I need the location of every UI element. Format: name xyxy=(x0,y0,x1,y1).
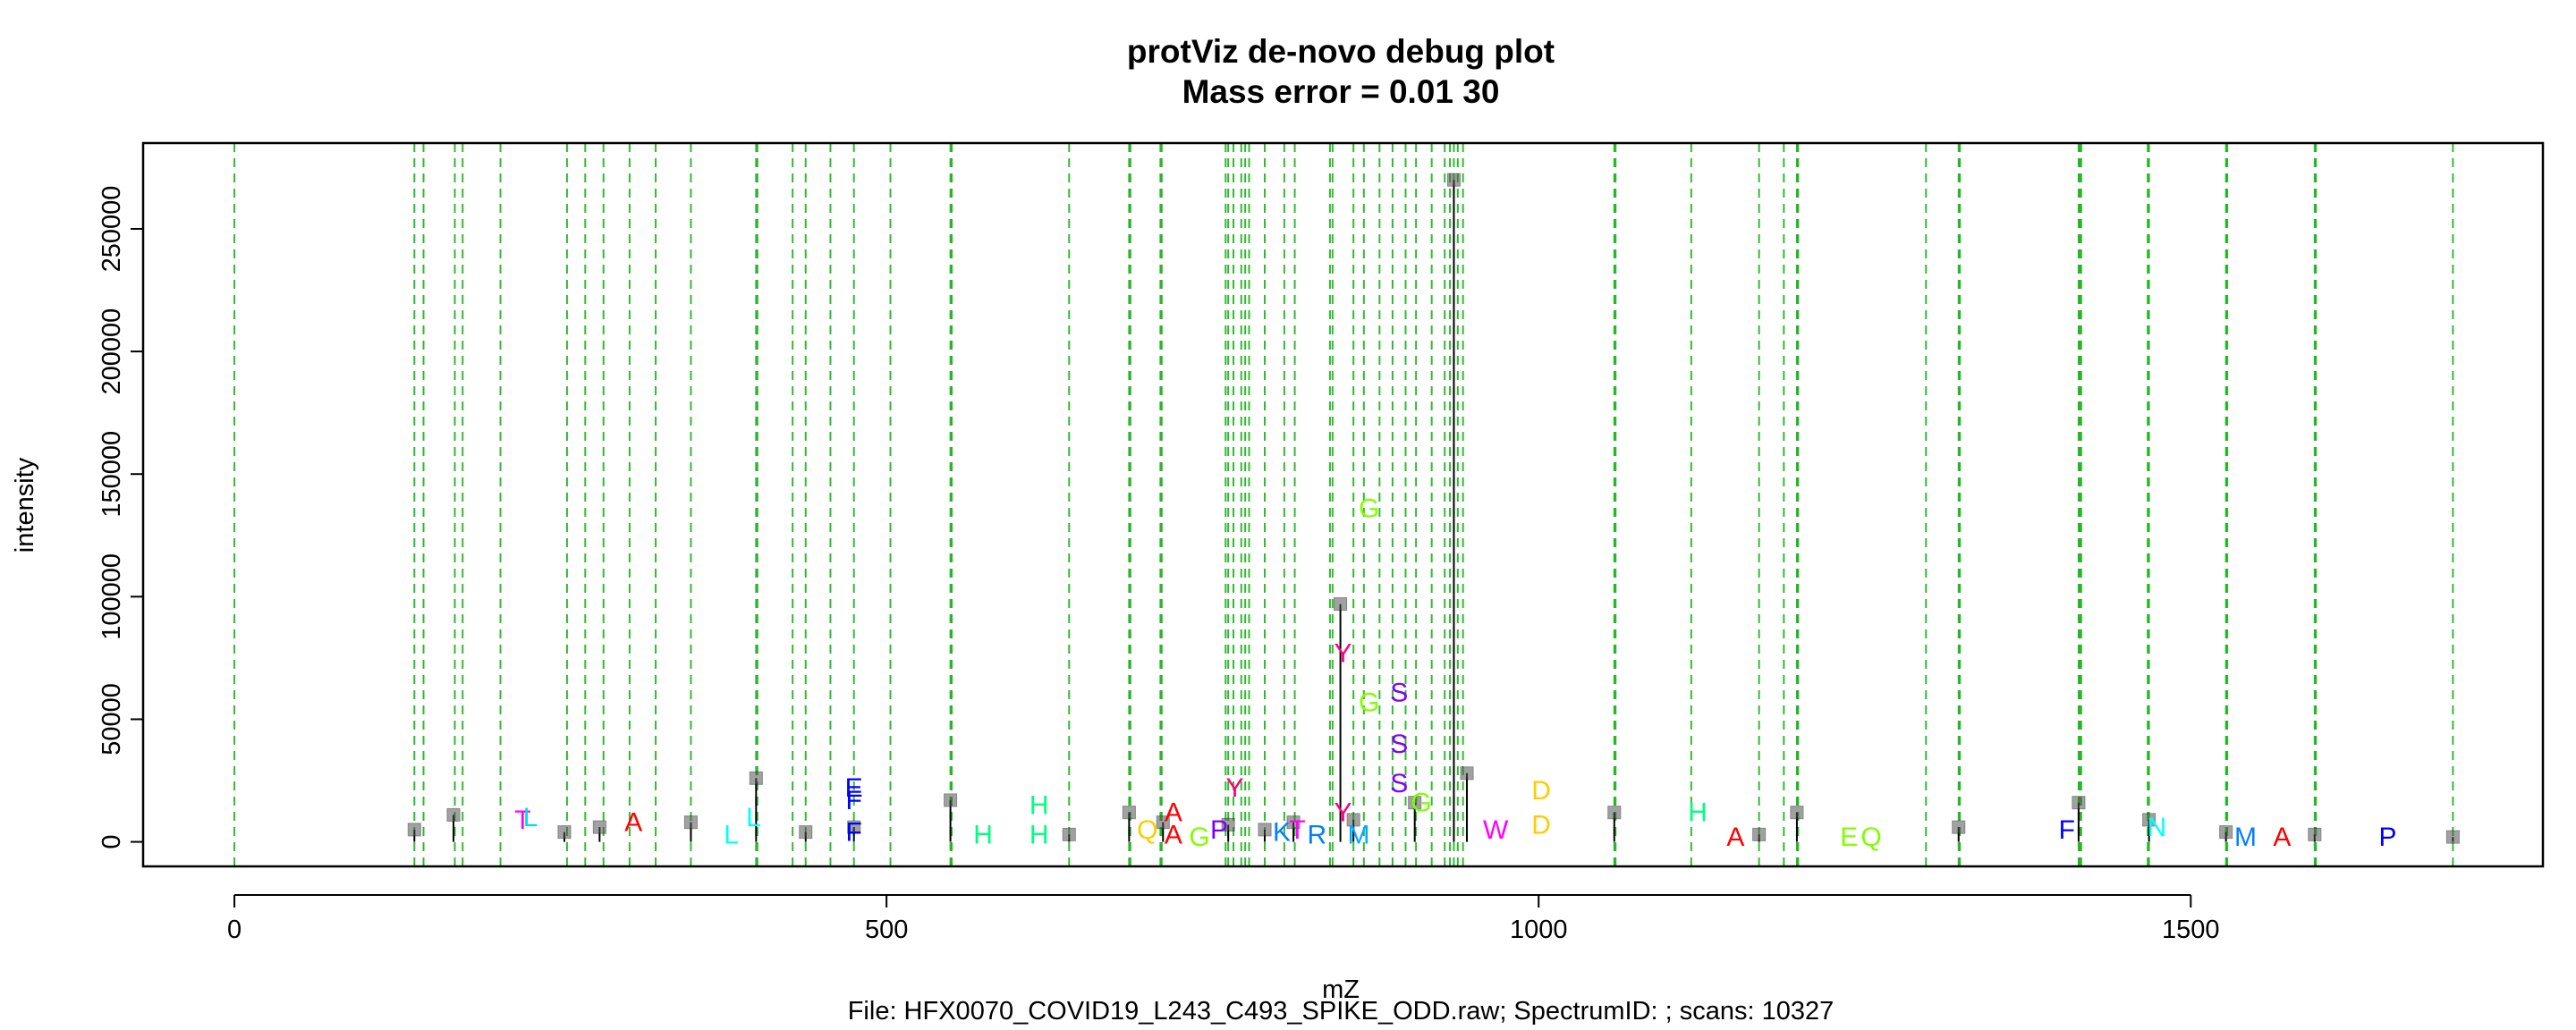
y-tick-label: 0 xyxy=(97,835,126,849)
peak-marker xyxy=(1221,817,1235,832)
peak-marker xyxy=(2445,830,2460,844)
peak-marker xyxy=(1122,806,1136,820)
ion-label: D xyxy=(1531,810,1551,840)
ion-label: L xyxy=(746,803,761,832)
ion-label: R xyxy=(1308,820,1327,849)
peak-marker xyxy=(1460,766,1474,781)
peak-marker xyxy=(1334,597,1348,612)
peak-marker xyxy=(1790,806,1804,820)
peak-marker xyxy=(592,820,606,834)
y-axis: 0 50000 100000 150000 200000 250000 xyxy=(97,186,144,849)
x-axis: 0 500 1000 1500 xyxy=(227,894,2220,944)
ion-label: H xyxy=(973,820,993,849)
y-tick-label: 50000 xyxy=(97,683,126,756)
ion-label: H xyxy=(1030,790,1049,820)
peak-marker xyxy=(1408,796,1422,810)
peak-marker xyxy=(683,815,698,830)
y-tick-label: 200000 xyxy=(97,308,126,395)
ion-label: G xyxy=(1411,789,1431,818)
peak-marker xyxy=(1286,815,1301,830)
ion-label: T xyxy=(514,806,530,835)
peak-marker xyxy=(2308,827,2322,841)
chart-title: protViz de-novo debug plot xyxy=(1127,33,1555,70)
ion-label: P xyxy=(2378,823,2396,852)
peak-marker xyxy=(944,793,958,807)
ion-label: F xyxy=(846,786,862,815)
ion-label: E xyxy=(845,773,863,803)
ion-label: N xyxy=(2148,813,2167,842)
ion-label: Q xyxy=(1860,823,1881,852)
ion-label: Q xyxy=(1137,815,1157,845)
chart-subtitle: Mass error = 0.01 30 xyxy=(1182,73,1500,110)
peak-marker xyxy=(2219,825,2233,840)
peak-marker xyxy=(557,825,572,840)
ion-label: H xyxy=(1688,798,1707,828)
y-tick-label: 150000 xyxy=(97,431,126,518)
peak-marker xyxy=(749,771,763,785)
peak-marker xyxy=(799,825,813,840)
ion-label: G xyxy=(1189,823,1209,852)
ion-label: S xyxy=(1390,678,1408,707)
ion-label: S xyxy=(1390,730,1408,759)
peak-marker xyxy=(446,807,461,822)
peak-marker xyxy=(2072,796,2086,810)
ion-label: G xyxy=(1359,494,1379,524)
ion-label: F xyxy=(846,818,862,848)
file-caption: File: HFX0070_COVID19_L243_C493_SPIKE_OD… xyxy=(848,997,1835,1026)
ion-label: F xyxy=(2059,815,2075,845)
ion-label: E xyxy=(1840,823,1858,852)
ion-label: W xyxy=(1483,815,1509,845)
peak-marker xyxy=(1752,827,1767,841)
ion-label: H xyxy=(1030,820,1049,849)
x-tick-label: 0 xyxy=(227,916,242,944)
peak-marker xyxy=(407,823,421,837)
ion-label: Y xyxy=(1334,798,1352,828)
peak-marker xyxy=(1062,827,1076,841)
ion-label: L xyxy=(724,820,739,849)
ion-label: K xyxy=(1273,818,1291,848)
x-tick-label: 1000 xyxy=(1510,916,1568,944)
ion-label: D xyxy=(1531,776,1551,806)
ion-label: A xyxy=(1726,823,1744,852)
ion-label: A xyxy=(1165,820,1182,849)
ion-label: G xyxy=(1359,688,1379,717)
ion-label: P xyxy=(1210,815,1228,845)
ion-label: A xyxy=(1165,798,1182,828)
peak-marker xyxy=(1446,173,1461,187)
ion-label: Y xyxy=(1334,638,1352,668)
ion-label: Y xyxy=(1225,773,1243,803)
ion-label: L xyxy=(523,803,538,832)
ion-label: A xyxy=(2273,823,2291,852)
x-tick-label: 1500 xyxy=(2162,916,2220,944)
ion-label: S xyxy=(1390,769,1408,798)
ion-label: T xyxy=(1289,815,1305,845)
plot-frame xyxy=(141,141,2545,868)
x-axis-label: mZ xyxy=(1322,975,1360,1004)
y-axis-label: intensity xyxy=(11,457,39,553)
peak-marker xyxy=(1952,820,1966,834)
peak-marker xyxy=(1258,823,1272,837)
ion-label: M xyxy=(2234,823,2257,852)
ion-label: M xyxy=(1347,820,1369,849)
x-tick-label: 500 xyxy=(865,916,908,944)
peak-marker xyxy=(1156,815,1170,830)
peak-marker xyxy=(1607,806,1622,820)
peak-marker xyxy=(847,820,861,834)
peak-marker xyxy=(2142,813,2157,827)
ion-label: A xyxy=(624,808,642,838)
peak-marker xyxy=(1346,813,1360,827)
y-tick-label: 250000 xyxy=(97,186,126,273)
y-tick-label: 100000 xyxy=(97,553,126,640)
